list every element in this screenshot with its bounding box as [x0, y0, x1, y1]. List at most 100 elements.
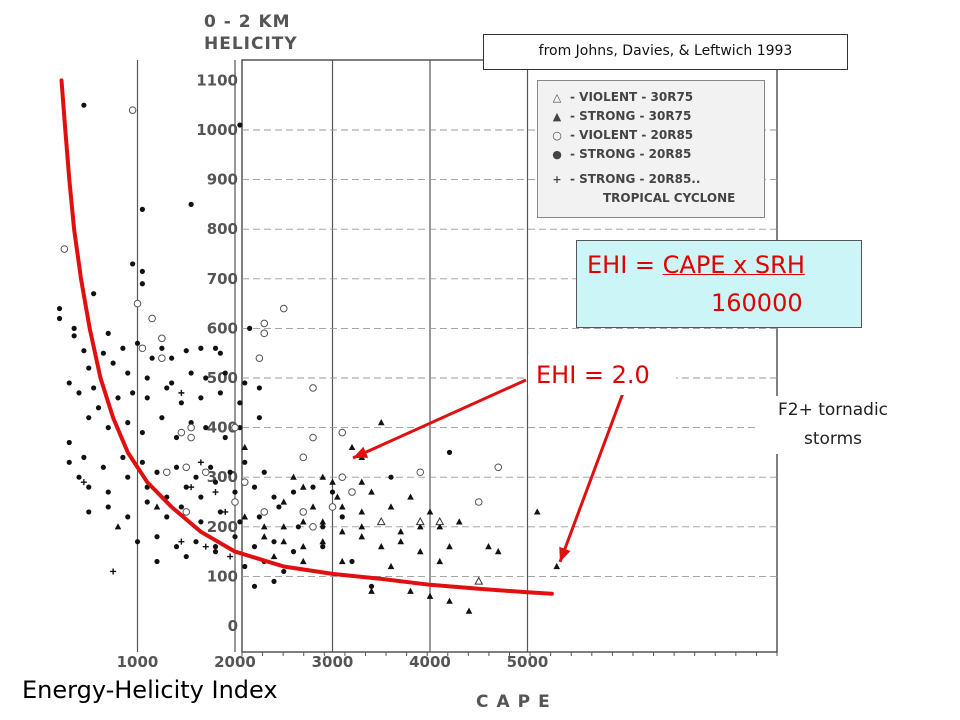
point-filled-circle	[276, 504, 282, 510]
point-filled-circle	[86, 484, 92, 490]
point-filled-triangle	[280, 523, 288, 530]
point-filled-triangle	[270, 552, 278, 560]
point-open-circle	[133, 299, 142, 308]
point-filled-circle	[368, 583, 375, 589]
point-open-circle	[338, 428, 347, 437]
filled-triangle-icon: ▲	[552, 110, 562, 123]
point-filled-circle	[208, 464, 214, 470]
point-plus	[188, 484, 195, 491]
point-filled-circle	[86, 365, 92, 371]
point-filled-triangle	[338, 503, 346, 510]
point-filled-triangle	[319, 473, 327, 480]
point-open-circle	[128, 106, 137, 114]
point-plus	[202, 543, 209, 550]
point-open-circle	[158, 354, 166, 362]
point-open-circle	[187, 423, 195, 432]
point-filled-triangle	[485, 543, 492, 550]
point-filled-triangle	[368, 488, 375, 495]
legend-entry: ● - STRONG - 20R85	[548, 145, 764, 164]
point-filled-triangle	[309, 503, 317, 510]
citation-box: from Johns, Davies, & Leftwich 1993	[483, 34, 848, 70]
point-filled-circle	[91, 291, 97, 297]
point-filled-circle	[154, 534, 160, 540]
point-filled-triangle	[368, 587, 375, 594]
point-filled-circle	[251, 544, 258, 550]
y-tick-label: 500	[207, 369, 238, 387]
point-plus	[110, 568, 117, 575]
point-open-circle	[299, 453, 308, 462]
point-filled-triangle	[114, 523, 122, 530]
point-open-circle	[201, 468, 210, 477]
point-open-circle	[231, 423, 239, 432]
point-filled-triangle	[299, 543, 307, 550]
point-filled-circle	[290, 549, 297, 555]
point-open-triangle	[415, 516, 425, 526]
point-filled-circle	[320, 544, 326, 550]
point-filled-circle	[222, 370, 228, 376]
y-tick-label: 200	[207, 518, 238, 536]
point-open-circle	[416, 468, 425, 477]
point-filled-triangle	[319, 518, 327, 525]
legend-entry: △ - VIOLENT - 30R75	[548, 88, 764, 107]
y-tick-label: 700	[207, 270, 238, 288]
point-filled-circle	[212, 479, 219, 485]
point-filled-circle	[446, 449, 453, 455]
ehi-arrow-left-head	[353, 446, 369, 458]
x-tick-label: 4000	[409, 653, 451, 671]
point-open-circle	[231, 498, 239, 506]
point-plus	[178, 538, 185, 545]
point-filled-circle	[193, 474, 199, 480]
point-filled-triangle	[280, 538, 288, 545]
point-filled-circle	[76, 390, 82, 396]
legend-label: - STRONG - 20R85	[570, 147, 692, 161]
point-filled-triangle	[436, 523, 444, 530]
point-filled-circle	[320, 524, 326, 530]
point-filled-triangle	[446, 597, 453, 604]
point-filled-circle	[178, 504, 184, 510]
point-filled-circle	[91, 385, 97, 391]
point-filled-triangle	[553, 562, 561, 570]
plus-icon: +	[552, 173, 562, 186]
point-filled-circle	[188, 201, 194, 207]
point-filled-triangle	[241, 513, 249, 520]
formula-prefix: EHI =	[587, 251, 663, 279]
point-filled-triangle	[407, 587, 414, 594]
point-open-circle	[279, 304, 288, 313]
legend-label: - STRONG - 30R75	[570, 109, 692, 123]
x-tick-label: 5000	[507, 653, 549, 671]
ehi-curve-line	[59, 78, 554, 596]
point-filled-circle	[256, 514, 262, 520]
point-filled-triangle	[407, 493, 414, 500]
point-filled-circle	[271, 494, 277, 500]
point-filled-circle	[198, 395, 204, 401]
x-axis-label: CAPE	[476, 692, 558, 712]
point-filled-circle	[339, 514, 345, 520]
point-filled-circle	[198, 345, 204, 351]
point-filled-circle	[212, 345, 219, 351]
region-note: F2+ tornadic storms	[758, 396, 908, 454]
point-filled-triangle	[299, 557, 307, 565]
legend-entry: + - STRONG - 20R85..	[548, 170, 764, 189]
point-filled-circle	[281, 568, 287, 575]
ehi-formula-box: EHI = CAPE x SRH 160000	[576, 240, 862, 328]
point-filled-circle	[139, 281, 145, 287]
point-plus	[80, 479, 87, 486]
region-note-line1: F2+ tornadic	[777, 400, 889, 420]
point-filled-circle	[154, 469, 160, 475]
point-filled-circle	[183, 348, 189, 354]
point-filled-circle	[110, 360, 116, 366]
point-filled-circle	[71, 325, 77, 331]
point-filled-circle	[130, 390, 136, 396]
point-filled-circle	[173, 544, 180, 550]
point-filled-circle	[237, 400, 243, 406]
point-filled-circle	[81, 454, 87, 460]
point-filled-circle	[149, 355, 155, 361]
point-plus	[178, 389, 185, 396]
y-tick-label: 100	[207, 567, 238, 585]
point-open-circle	[158, 334, 166, 343]
point-filled-triangle	[280, 498, 288, 505]
point-filled-triangle	[358, 523, 366, 530]
y-tick-label: 800	[207, 220, 238, 238]
point-filled-circle	[144, 375, 150, 381]
point-filled-triangle	[416, 548, 424, 555]
